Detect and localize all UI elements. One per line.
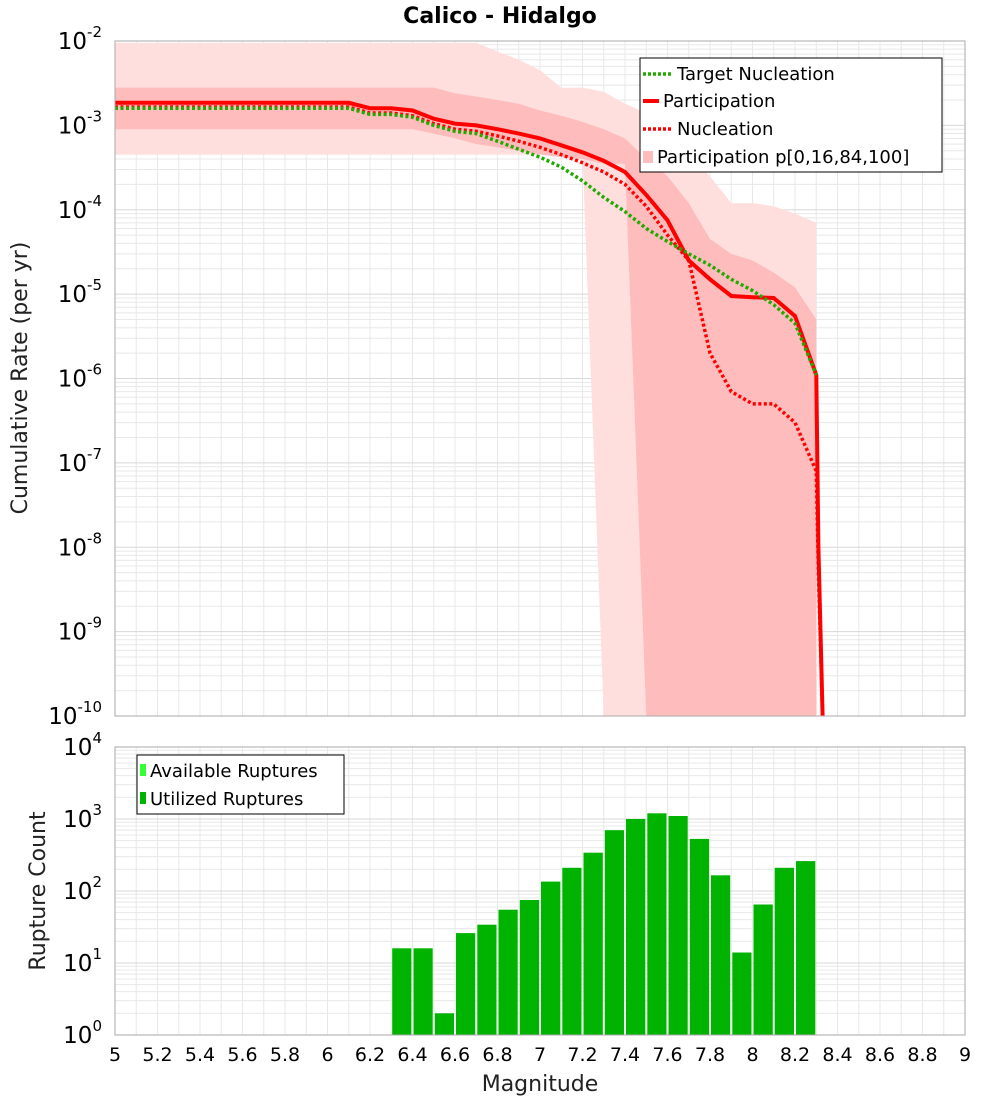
x-tick-label: 7.8	[695, 1044, 725, 1066]
rupture-bar	[689, 838, 710, 1035]
x-tick-label: 6.2	[355, 1044, 385, 1066]
x-axis-label: Magnitude	[482, 1072, 599, 1097]
x-tick-label: 5.6	[227, 1044, 257, 1066]
x-tick-label: 8.4	[822, 1044, 852, 1066]
top-y-tick-label: 10-2	[58, 23, 102, 55]
top-y-tick-label: 10-9	[58, 614, 102, 646]
rupture-bar	[711, 875, 731, 1035]
legend-swatch-participation-band	[643, 151, 653, 163]
top-y-tick-label: 10-8	[58, 529, 102, 561]
top-plot-frame	[114, 40, 966, 717]
rupture-bar	[519, 900, 540, 1035]
legend-swatch-available-ruptures	[140, 764, 146, 776]
rupture-count-panel: 100 101 102 103 104 5 5.2 5.4 5.6 5.8 6 6.2 6.4 6.6 6…	[26, 729, 971, 1097]
x-tick-label: 8	[746, 1044, 758, 1066]
cumulative-rate-panel: 10-10 10-9 10-8 10-7 10-6 10-5 10-4 10-3 10-2 Cu…	[8, 23, 966, 730]
x-tick-label: 6.4	[397, 1044, 427, 1066]
x-tick-label: 5	[109, 1044, 121, 1066]
rupture-bar	[753, 904, 773, 1035]
rupture-bar	[456, 933, 476, 1035]
rupture-bar	[668, 816, 688, 1035]
legend-swatch-utilized-ruptures	[140, 792, 146, 804]
rate-lines	[115, 100, 825, 717]
x-tick-label: 5.2	[142, 1044, 172, 1066]
top-y-tick-label: 10-4	[58, 192, 102, 224]
participation-band-inner	[115, 87, 817, 717]
legend-label-participation: Participation	[663, 91, 775, 112]
top-legend: Target Nucleation Participation Nucleati…	[639, 57, 943, 173]
rupture-bar	[413, 948, 433, 1035]
x-tick-label: 7.6	[652, 1044, 682, 1066]
bottom-y-tick-label: 103	[63, 801, 102, 833]
rupture-bar	[647, 813, 667, 1035]
bottom-y-tick-label: 101	[63, 945, 102, 977]
rupture-bar	[732, 952, 752, 1035]
bottom-grid	[114, 747, 966, 1036]
participation-bands	[115, 42, 817, 717]
top-y-tick-label: 10-7	[58, 445, 102, 477]
bottom-y-axis-label: Rupture Count	[26, 811, 51, 971]
top-y-tick-label: 10-6	[58, 361, 102, 393]
rupture-bar	[541, 881, 561, 1035]
x-tick-label: 5.4	[185, 1044, 215, 1066]
rupture-bar	[774, 867, 794, 1035]
rupture-bar	[392, 948, 412, 1035]
legend-label-participation-band: Participation p[0,16,84,100]	[657, 147, 909, 168]
top-y-tick-labels: 10-10 10-9 10-8 10-7 10-6 10-5 10-4 10-3 10-2	[48, 23, 102, 730]
x-tick-label: 5.8	[270, 1044, 300, 1066]
rupture-bar	[434, 1013, 454, 1035]
top-y-tick-label: 10-3	[58, 107, 102, 139]
x-tick-labels: 5 5.2 5.4 5.6 5.8 6 6.2 6.4 6.6 6.8 7 7.2 7.4 7.6 7.8 8…	[109, 1044, 971, 1066]
bottom-y-tick-label: 102	[63, 873, 102, 905]
rupture-bar	[796, 861, 816, 1035]
x-tick-label: 8.6	[865, 1044, 895, 1066]
top-y-tick-label: 10-10	[48, 698, 102, 730]
chart-title: Calico - Hidalgo	[403, 4, 597, 29]
x-tick-label: 8.8	[907, 1044, 937, 1066]
top-y-axis-label: Cumulative Rate (per yr)	[8, 242, 33, 515]
x-tick-label: 6	[321, 1044, 333, 1066]
rupture-bar	[604, 830, 624, 1035]
rupture-bar	[498, 909, 518, 1035]
legend-label-target-nucleation: Target Nucleation	[676, 64, 835, 85]
rupture-bar	[562, 867, 582, 1035]
top-legend-box	[639, 57, 943, 173]
bottom-legend-box	[136, 754, 345, 815]
rupture-bar	[626, 819, 646, 1035]
rupture-bar	[477, 924, 497, 1035]
bottom-legend: Available Ruptures Utilized Ruptures	[136, 754, 345, 815]
bottom-y-tick-label: 100	[63, 1017, 102, 1049]
bottom-y-tick-labels: 100 101 102 103 104	[63, 729, 102, 1049]
bottom-plot-frame	[114, 746, 966, 1036]
x-tick-label: 7	[534, 1044, 546, 1066]
x-tick-label: 7.4	[610, 1044, 640, 1066]
legend-label-nucleation: Nucleation	[677, 119, 773, 140]
x-tick-label: 6.6	[440, 1044, 470, 1066]
bottom-y-tick-label: 104	[63, 729, 102, 761]
x-tick-label: 9	[959, 1044, 971, 1066]
x-tick-label: 8.2	[780, 1044, 810, 1066]
x-tick-label: 7.2	[567, 1044, 597, 1066]
x-tick-label: 6.8	[482, 1044, 512, 1066]
participation-line	[115, 100, 825, 717]
rupture-bar	[583, 852, 603, 1035]
rupture-bars	[392, 813, 816, 1035]
legend-label-utilized-ruptures: Utilized Ruptures	[150, 789, 303, 810]
target-nucleation-line	[115, 106, 818, 376]
legend-label-available-ruptures: Available Ruptures	[150, 761, 318, 782]
top-y-tick-label: 10-5	[58, 276, 102, 308]
